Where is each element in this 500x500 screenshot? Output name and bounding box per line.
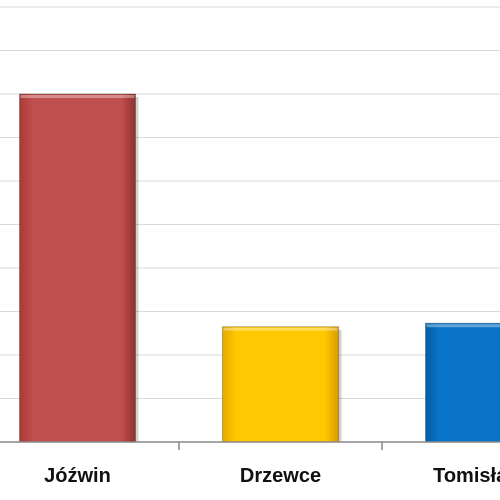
- category-labels: Jóźwin Drzewce Tomisława: [44, 465, 500, 487]
- bars: [19, 93, 500, 443]
- bar-highlight: [426, 324, 500, 328]
- x-tick-label: Jóźwin: [44, 465, 111, 487]
- bar-jozwin: [19, 93, 136, 443]
- x-tick-label: Drzewce: [240, 465, 321, 487]
- x-axis: [0, 441, 500, 450]
- bar-drzewce: [222, 326, 339, 443]
- bar-highlight: [20, 95, 135, 98]
- x-tick-label: Tomisława: [433, 465, 500, 487]
- bar-highlight: [223, 327, 338, 331]
- bar-tomis-awa: [425, 322, 500, 443]
